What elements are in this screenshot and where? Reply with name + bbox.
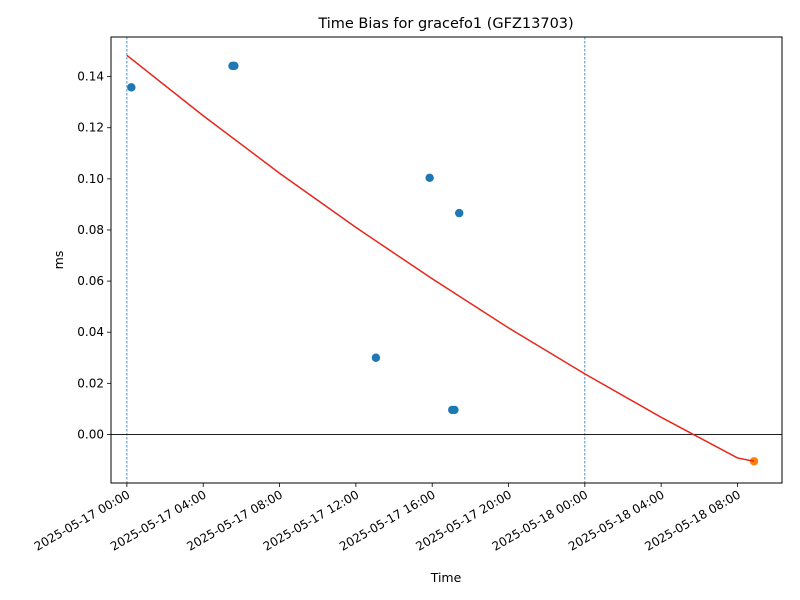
y-tick-label: 0.06 xyxy=(77,274,104,288)
plot-area xyxy=(111,37,782,483)
y-tick-label: 0.10 xyxy=(77,172,104,186)
y-tick-label: 0.04 xyxy=(77,325,104,339)
y-tick-label: 0.12 xyxy=(77,121,104,135)
y-tick-label: 0.08 xyxy=(77,223,104,237)
y-axis-ticks: 0.00 0.02 0.04 0.06 0.08 0.10 0.12 0.14 xyxy=(77,70,111,441)
y-tick-label: 0.14 xyxy=(77,70,104,84)
data-point xyxy=(455,208,464,218)
data-point xyxy=(425,173,434,183)
chart-title: Time Bias for gracefo1 (GFZ13703) xyxy=(317,16,573,32)
fit-curve-line xyxy=(126,54,755,463)
data-point xyxy=(127,83,136,92)
data-point xyxy=(230,61,239,71)
data-point xyxy=(371,353,381,362)
data-point xyxy=(450,405,459,415)
y-tick-label: 0.02 xyxy=(77,376,104,390)
x-axis-label: Time xyxy=(430,570,462,585)
y-tick-label: 0.00 xyxy=(77,427,104,441)
y-axis-label: ms xyxy=(51,251,66,270)
axes-frame xyxy=(110,36,783,484)
